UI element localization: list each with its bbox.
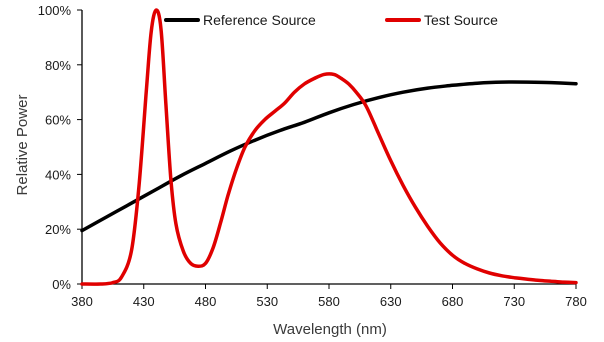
- y-tick-label: 60%: [45, 113, 71, 128]
- series-layer: [80, 8, 578, 286]
- x-tick-label: 730: [503, 294, 525, 309]
- y-axis-title: Relative Power: [14, 95, 31, 196]
- series-line-test-source: [80, 8, 578, 286]
- legend: Reference Source Test Source: [164, 12, 498, 28]
- y-tick-label: 40%: [45, 167, 71, 182]
- x-tick-label: 680: [442, 294, 464, 309]
- y-tick-label: 0%: [52, 277, 71, 292]
- series-line-reference-source: [80, 80, 578, 233]
- legend-label-test-source: Test Source: [424, 12, 498, 28]
- axes-layer: 380 430 480 530 580 630 680 730 780 0% 20% 40% 60% 80…: [38, 3, 587, 309]
- y-tick-label: 80%: [45, 58, 71, 73]
- legend-label-reference-source: Reference Source: [203, 12, 316, 28]
- x-axis-title: Wavelength (nm): [273, 321, 387, 338]
- x-tick-label: 630: [380, 294, 402, 309]
- x-tick-label: 380: [71, 294, 93, 309]
- y-tick-label: 100%: [38, 3, 72, 18]
- x-tick-label: 580: [318, 294, 340, 309]
- y-tick-label: 20%: [45, 222, 71, 237]
- x-tick-label: 530: [256, 294, 278, 309]
- x-tick-label: 780: [565, 294, 587, 309]
- x-tick-label: 480: [195, 294, 217, 309]
- x-tick-label: 430: [133, 294, 155, 309]
